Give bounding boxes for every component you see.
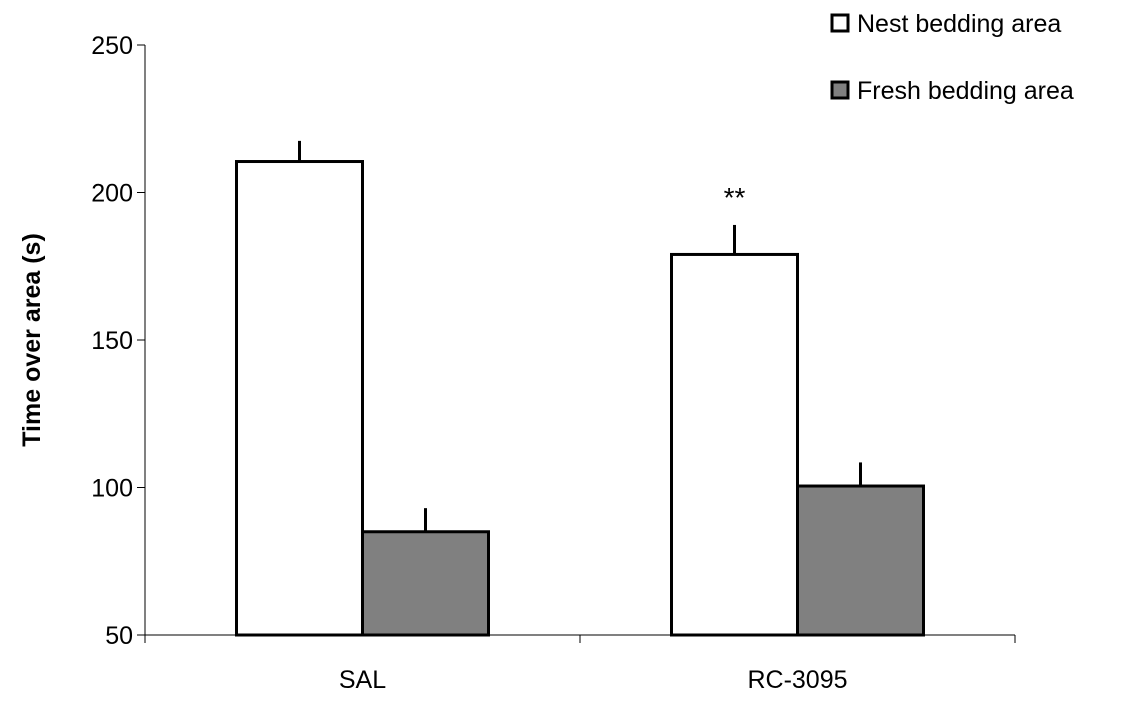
bar bbox=[670, 252, 799, 637]
legend-swatch bbox=[830, 80, 850, 100]
legend-swatch bbox=[830, 13, 850, 33]
legend-label: Nest bedding area bbox=[857, 10, 1061, 38]
legend-label: Fresh bedding area bbox=[857, 77, 1074, 105]
bar bbox=[796, 484, 925, 637]
bar bbox=[361, 530, 490, 637]
y-tick-label: 200 bbox=[91, 180, 133, 208]
y-tick-label: 250 bbox=[91, 32, 133, 60]
plot-area: 50 100 150 200 250 SAL RC-3095 ** bbox=[91, 32, 1016, 694]
y-axis-label: Time over area (s) bbox=[18, 233, 46, 447]
bar bbox=[235, 160, 364, 637]
significance-annotation: ** bbox=[724, 182, 746, 213]
y-tick-label: 150 bbox=[91, 327, 133, 355]
y-tick-label: 50 bbox=[105, 622, 133, 650]
legend: Nest bedding area Fresh bedding area bbox=[830, 10, 1074, 105]
y-tick-label: 100 bbox=[91, 475, 133, 503]
x-category-label: RC-3095 bbox=[747, 666, 847, 694]
x-category-label: SAL bbox=[339, 666, 386, 694]
